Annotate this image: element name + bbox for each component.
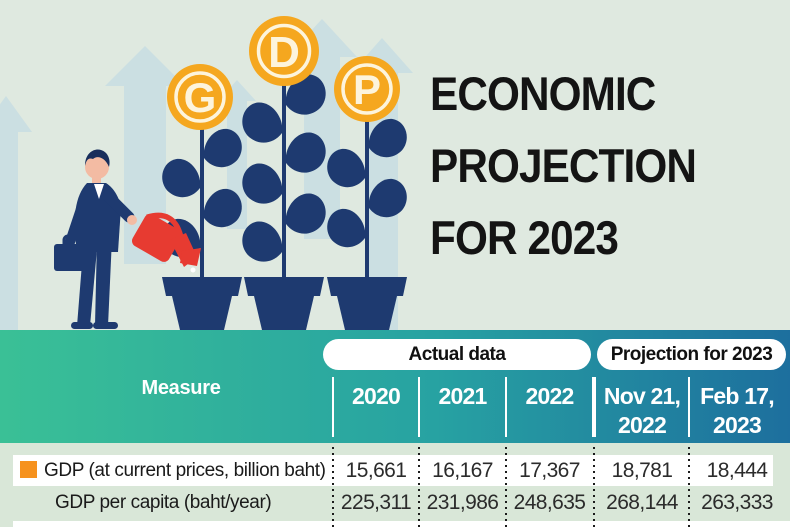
- gdp-per-capita-feb-17-2023: 263,333: [701, 491, 773, 514]
- gdp-value-nov-21-2022: 18,781: [611, 459, 673, 482]
- hand: [127, 215, 137, 225]
- column-dotted-divider: [505, 447, 507, 527]
- gdp-per-capita-2021: 231,986: [426, 491, 499, 514]
- gdp-value-2022: 17,367: [519, 459, 580, 482]
- title-line-3: FOR 2023: [430, 211, 619, 264]
- column-dotted-divider: [418, 447, 420, 527]
- coin-d-icon: D: [249, 16, 319, 86]
- table-header: Measure Actual data Projection for 2023 …: [0, 330, 790, 443]
- head: [85, 155, 109, 179]
- column-header-2022: 2022: [525, 383, 575, 409]
- row-label-gdp-per-capita: GDP per capita (baht/year): [55, 492, 272, 513]
- row-label-gdp: GDP (at current prices, billion baht): [44, 460, 326, 481]
- header-divider: [332, 377, 334, 437]
- gdp-per-capita-2020: 225,311: [340, 491, 412, 514]
- gdp-per-capita-2022: 248,635: [513, 491, 586, 514]
- svg-text:P: P: [353, 66, 381, 113]
- gdp-legend-square-icon: [20, 461, 37, 478]
- column-header-2021: 2021: [438, 383, 488, 409]
- plant-pots: [162, 277, 407, 330]
- gdp-coins: G D P: [167, 16, 400, 130]
- gdp-value-feb-17-2023: 18,444: [706, 459, 768, 482]
- gdp-per-capita-nov-21-2022: 268,144: [606, 491, 678, 514]
- coin-p-icon: P: [334, 56, 400, 122]
- svg-text:D: D: [268, 28, 300, 77]
- gdp-plants-illustration: G D P: [0, 16, 413, 330]
- group-header-projection: Projection for 2023: [597, 339, 786, 370]
- title-line-1: ECONOMIC: [430, 67, 656, 120]
- column-header-feb-17-2023: Feb 17, 2023: [700, 383, 774, 438]
- watering-can-icon: [132, 212, 201, 267]
- header-divider: [505, 377, 507, 437]
- column-header-nov-21-2022: Nov 21, 2022: [603, 383, 681, 438]
- plant-stems-leaves: [162, 74, 407, 296]
- header-divider: [418, 377, 420, 437]
- next-row-partial-background: [13, 521, 790, 527]
- column-header-2020: 2020: [352, 383, 401, 409]
- page-title: ECONOMIC PROJECTION FOR 2023: [430, 58, 726, 274]
- gdp-value-2020: 15,661: [345, 459, 407, 482]
- header-divider: [688, 377, 690, 437]
- coin-g-icon: G: [167, 64, 233, 130]
- measure-column-header: Measure: [141, 377, 221, 399]
- column-dotted-divider: [688, 447, 690, 527]
- column-dotted-divider: [332, 447, 334, 527]
- shirt-collar: [94, 184, 104, 199]
- group-header-actual-data: Actual data: [323, 339, 591, 370]
- businessman-figure: [54, 149, 201, 329]
- title-line-2: PROJECTION: [430, 139, 697, 192]
- table-row-gdp-background: [13, 455, 773, 486]
- column-dotted-divider: [593, 447, 595, 527]
- header-divider-group: [592, 377, 596, 437]
- gdp-value-2021: 16,167: [432, 459, 493, 482]
- hair: [85, 149, 110, 167]
- svg-text:G: G: [184, 74, 217, 121]
